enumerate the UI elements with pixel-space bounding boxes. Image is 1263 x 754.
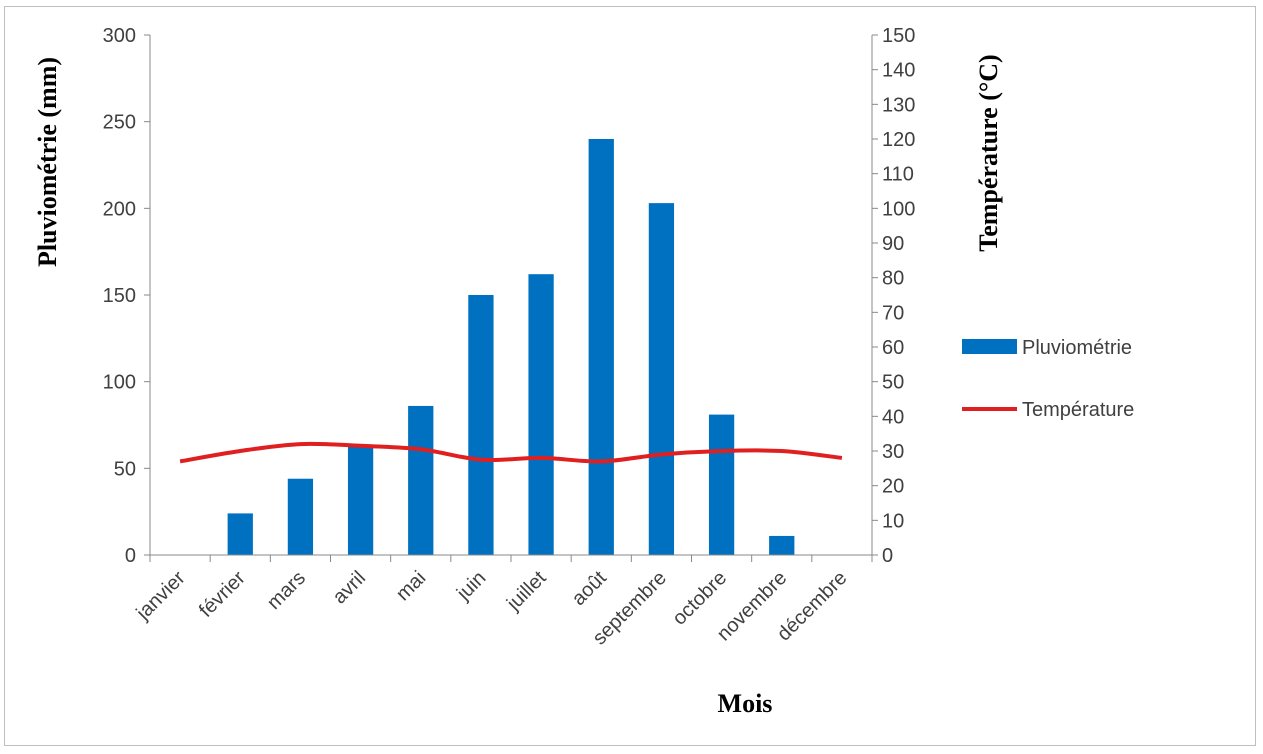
- y2-tick-label: 60: [882, 337, 904, 359]
- bar-pluviometrie: [408, 405, 434, 555]
- legend-swatch-pluviometrie: [962, 339, 1017, 354]
- y-tick-label: 300: [103, 25, 136, 47]
- y2-tick-label: 70: [882, 302, 904, 324]
- y-tick-label: 0: [125, 545, 136, 567]
- line-group: [179, 441, 843, 464]
- y2-tick-label: 100: [882, 198, 915, 220]
- x-category-label: juin: [452, 567, 490, 605]
- chart-frame: [4, 6, 1256, 746]
- y-tick-label: 250: [103, 112, 136, 134]
- y2-tick-label: 90: [882, 233, 904, 255]
- y2-tick-label: 0: [882, 545, 893, 567]
- bars-group: [227, 139, 795, 555]
- x-axis-title: Mois: [718, 689, 773, 718]
- y-axis-title: Pluviométrie (mm): [33, 57, 62, 267]
- line-temperature: [179, 441, 843, 464]
- y2-tick-label: 120: [882, 129, 915, 151]
- bar-pluviometrie: [528, 274, 554, 555]
- y2-tick-label: 30: [882, 441, 904, 463]
- legend-label-pluviometrie: Pluviométrie: [1022, 337, 1132, 359]
- y2-tick-label: 50: [882, 372, 904, 394]
- y2-tick-label: 40: [882, 406, 904, 428]
- y-tick-label: 150: [103, 285, 136, 307]
- axes-group: [149, 35, 873, 556]
- y-tick-label: 100: [103, 372, 136, 394]
- bar-pluviometrie: [708, 414, 735, 555]
- y-tick-label: 200: [103, 198, 136, 220]
- category-labels-group: janvier février mars avril mai juin juillet aoû…: [132, 567, 852, 650]
- x-category-label: mars: [263, 567, 310, 614]
- y2-tick-label: 130: [882, 94, 915, 116]
- x-category-label: mai: [392, 567, 430, 605]
- x-category-label: février: [195, 567, 250, 622]
- x-category-label: avril: [329, 567, 370, 608]
- y2-tick-label: 10: [882, 510, 904, 532]
- y2-tick-label: 150: [882, 25, 915, 47]
- bar-pluviometrie: [648, 203, 675, 555]
- legend-label-temperature: Température: [1022, 399, 1134, 421]
- y2-tick-label: 140: [882, 60, 915, 82]
- y2-tick-label: 110: [882, 164, 914, 186]
- bar-pluviometrie: [287, 478, 314, 555]
- ticks-group: 0 50 100 150 200 250 300 0 10 20 30 40 50 60 70 80 90 100…: [103, 25, 916, 567]
- y2-axis-title: Température (°C): [974, 54, 1003, 251]
- bar-pluviometrie: [588, 139, 614, 555]
- bar-pluviometrie: [347, 445, 374, 555]
- legend: Pluviométrie Température: [962, 337, 1134, 421]
- y2-tick-label: 20: [882, 476, 904, 498]
- bar-pluviometrie: [468, 295, 494, 555]
- x-category-label: juillet: [502, 567, 551, 616]
- bar-pluviometrie: [227, 513, 253, 555]
- y-tick-label: 50: [114, 458, 136, 480]
- x-category-label: août: [568, 567, 611, 610]
- y2-tick-label: 80: [882, 268, 904, 290]
- bar-pluviometrie: [769, 535, 795, 555]
- x-category-label: janvier: [132, 567, 190, 625]
